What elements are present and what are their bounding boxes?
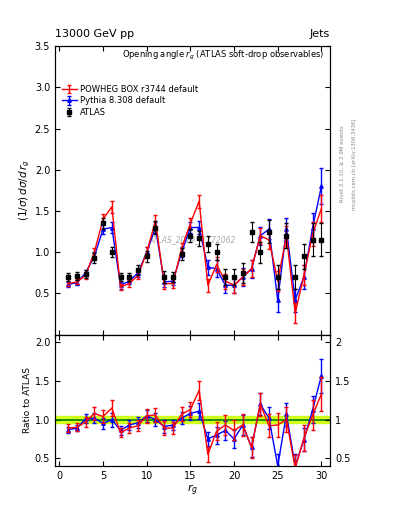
Text: Rivet 3.1.10, ≥ 2.9M events: Rivet 3.1.10, ≥ 2.9M events [340, 125, 345, 202]
Y-axis label: Ratio to ATLAS: Ratio to ATLAS [23, 367, 32, 433]
Bar [55, 416, 330, 423]
X-axis label: $r_g$: $r_g$ [187, 482, 198, 498]
Text: 13000 GeV pp: 13000 GeV pp [55, 29, 134, 39]
Legend: POWHEG BOX r3744 default, Pythia 8.308 default, ATLAS: POWHEG BOX r3744 default, Pythia 8.308 d… [62, 85, 198, 117]
Text: Jets: Jets [310, 29, 330, 39]
Text: mcplots.cern.ch [arXiv:1306.3436]: mcplots.cern.ch [arXiv:1306.3436] [352, 118, 357, 209]
Y-axis label: $(1/\sigma)\,d\sigma/d\,r_g$: $(1/\sigma)\,d\sigma/d\,r_g$ [17, 159, 32, 221]
Text: ATLAS_2019_I1772062: ATLAS_2019_I1772062 [149, 235, 236, 244]
Text: Opening angle $r_g$ (ATLAS soft-drop observables): Opening angle $r_g$ (ATLAS soft-drop obs… [122, 49, 325, 62]
